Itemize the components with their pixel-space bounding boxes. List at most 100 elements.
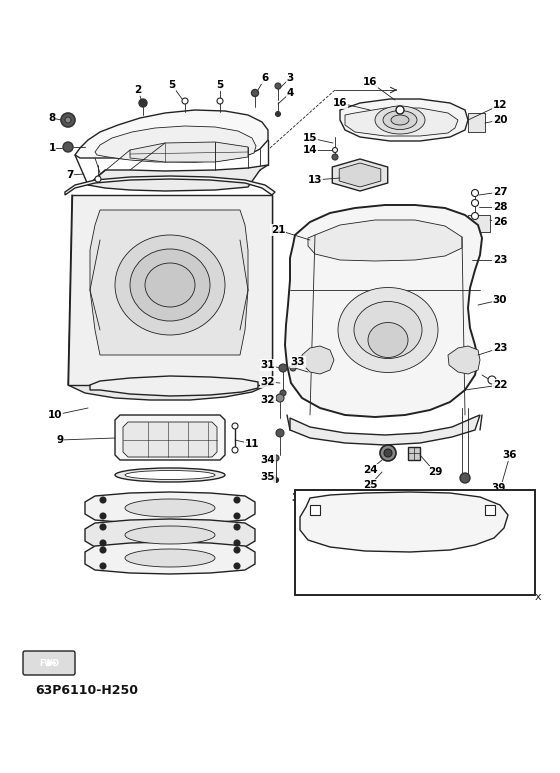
Ellipse shape — [338, 288, 438, 373]
Text: 10: 10 — [48, 410, 62, 420]
Text: 63P6110-H250: 63P6110-H250 — [35, 683, 138, 696]
Text: 27: 27 — [493, 187, 507, 197]
Circle shape — [232, 423, 238, 429]
Circle shape — [396, 106, 404, 114]
Polygon shape — [302, 346, 334, 374]
Circle shape — [182, 98, 188, 104]
Text: 33: 33 — [291, 357, 305, 367]
Ellipse shape — [125, 549, 215, 567]
Ellipse shape — [362, 513, 447, 531]
Polygon shape — [285, 205, 482, 417]
Ellipse shape — [130, 249, 210, 321]
Circle shape — [61, 113, 75, 127]
Ellipse shape — [125, 499, 215, 517]
Circle shape — [139, 99, 147, 107]
FancyBboxPatch shape — [23, 651, 75, 675]
Ellipse shape — [391, 115, 409, 125]
Text: 25: 25 — [363, 480, 377, 490]
Polygon shape — [332, 159, 388, 191]
Circle shape — [332, 154, 338, 160]
Circle shape — [217, 98, 223, 104]
Circle shape — [276, 429, 284, 437]
Polygon shape — [339, 163, 381, 187]
Text: 9: 9 — [57, 435, 64, 445]
Text: 16: 16 — [333, 98, 347, 108]
Polygon shape — [90, 376, 258, 396]
Circle shape — [273, 478, 278, 482]
Circle shape — [232, 447, 238, 453]
Text: 21: 21 — [270, 225, 285, 235]
Circle shape — [380, 445, 396, 461]
Text: 6: 6 — [262, 73, 269, 83]
Circle shape — [460, 473, 470, 483]
Text: 35: 35 — [261, 472, 276, 482]
Polygon shape — [88, 165, 268, 191]
Circle shape — [234, 513, 240, 519]
Circle shape — [488, 376, 496, 384]
Circle shape — [234, 524, 240, 530]
Polygon shape — [300, 492, 508, 552]
Text: 28: 28 — [493, 202, 507, 212]
Polygon shape — [115, 415, 225, 460]
Text: 20: 20 — [493, 115, 507, 125]
Polygon shape — [130, 142, 248, 162]
Circle shape — [95, 176, 101, 182]
Circle shape — [100, 497, 106, 503]
Text: 29: 29 — [428, 467, 442, 477]
Circle shape — [234, 540, 240, 546]
Circle shape — [100, 524, 106, 530]
Text: 32: 32 — [261, 395, 276, 405]
Circle shape — [472, 213, 478, 220]
Text: 5: 5 — [216, 80, 223, 90]
Text: 26: 26 — [493, 217, 507, 227]
Text: 39: 39 — [291, 493, 305, 503]
Polygon shape — [95, 126, 256, 162]
Polygon shape — [85, 542, 255, 574]
Bar — [295, 490, 535, 595]
Ellipse shape — [383, 111, 417, 130]
Text: 38: 38 — [378, 553, 392, 563]
Polygon shape — [468, 113, 485, 132]
Polygon shape — [123, 422, 217, 457]
Polygon shape — [448, 346, 480, 374]
Circle shape — [100, 540, 106, 546]
Ellipse shape — [115, 468, 225, 482]
Circle shape — [273, 455, 279, 461]
Polygon shape — [408, 447, 420, 460]
Polygon shape — [340, 99, 468, 141]
Polygon shape — [290, 415, 480, 445]
Text: 15: 15 — [303, 133, 318, 143]
Circle shape — [472, 199, 478, 206]
Text: 31: 31 — [261, 360, 276, 370]
Circle shape — [487, 557, 493, 564]
Ellipse shape — [125, 526, 215, 544]
Text: 36: 36 — [503, 450, 517, 460]
Circle shape — [472, 189, 478, 196]
Circle shape — [234, 563, 240, 569]
Text: 32: 32 — [261, 377, 276, 387]
Polygon shape — [68, 195, 272, 385]
Circle shape — [234, 497, 240, 503]
Text: 16: 16 — [363, 77, 377, 87]
Ellipse shape — [115, 235, 225, 335]
Polygon shape — [85, 519, 255, 551]
Polygon shape — [75, 110, 268, 162]
Circle shape — [251, 90, 259, 97]
Circle shape — [234, 547, 240, 553]
Text: 8: 8 — [48, 113, 55, 123]
Circle shape — [100, 563, 106, 569]
Ellipse shape — [354, 301, 422, 359]
Circle shape — [276, 394, 284, 402]
Polygon shape — [85, 492, 255, 524]
Text: 23: 23 — [493, 343, 507, 353]
Circle shape — [65, 117, 71, 123]
Polygon shape — [30, 655, 65, 669]
Text: 37: 37 — [358, 553, 372, 563]
Circle shape — [276, 111, 281, 117]
Ellipse shape — [368, 322, 408, 357]
Text: 30: 30 — [493, 295, 507, 305]
Text: 1: 1 — [48, 143, 55, 153]
Circle shape — [275, 83, 281, 89]
Text: 39: 39 — [491, 483, 505, 493]
Bar — [310, 505, 320, 515]
